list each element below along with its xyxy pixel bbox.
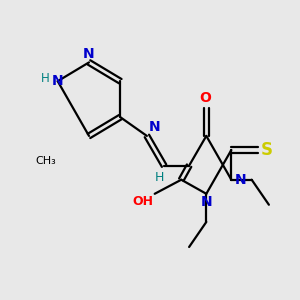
- Text: N: N: [200, 195, 212, 209]
- Text: N: N: [83, 47, 95, 61]
- Text: H: H: [155, 171, 164, 184]
- Text: CH₃: CH₃: [35, 156, 56, 166]
- Text: N: N: [235, 173, 246, 187]
- Text: S: S: [260, 141, 272, 159]
- Text: N: N: [148, 120, 160, 134]
- Text: H: H: [41, 71, 50, 85]
- Text: OH: OH: [132, 195, 153, 208]
- Text: O: O: [199, 91, 211, 105]
- Text: N: N: [52, 74, 64, 88]
